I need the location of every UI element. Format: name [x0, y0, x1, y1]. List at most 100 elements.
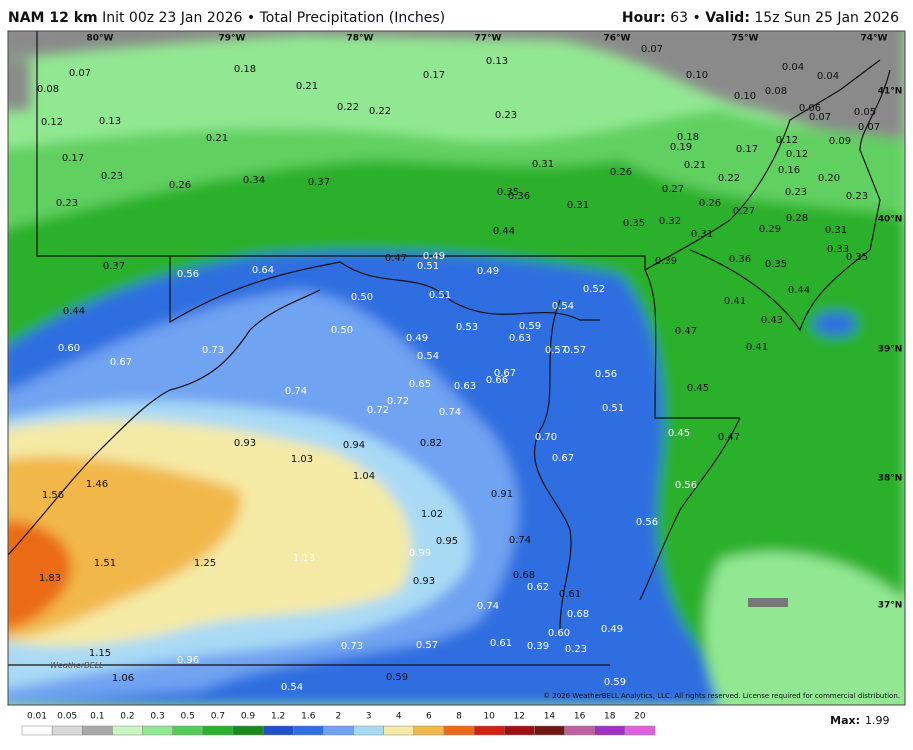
precip-value: 1.02 — [421, 509, 443, 520]
precip-value: 0.53 — [456, 322, 478, 333]
frame — [7, 30, 906, 706]
scale-label: 2 — [336, 712, 342, 722]
precip-value: 0.67 — [110, 357, 132, 368]
longitude-label: 78°W — [347, 34, 374, 44]
precip-value: 0.93 — [413, 576, 435, 587]
precip-value: 0.08 — [765, 86, 787, 97]
coast — [689, 69, 891, 332]
scale-swatch — [112, 725, 143, 736]
precip-value: 0.35 — [846, 252, 868, 263]
precip-value: 0.09 — [829, 136, 851, 147]
precip-value: 0.21 — [684, 160, 706, 171]
precip-value: 0.68 — [513, 570, 535, 581]
precip-value: 0.91 — [491, 489, 513, 500]
precip-value: 0.52 — [583, 284, 605, 295]
scale-swatch — [534, 725, 565, 736]
precip-value: 0.31 — [567, 200, 589, 211]
precip-value: 0.59 — [386, 672, 408, 683]
precip-value: 0.44 — [63, 306, 85, 317]
precip-value: 0.27 — [662, 184, 684, 195]
precip-value: 0.26 — [169, 180, 191, 191]
precip-value: 0.57 — [564, 345, 586, 356]
precip-value: 0.22 — [337, 102, 359, 113]
precip-value: 0.99 — [409, 548, 431, 559]
latitude-label: 37°N — [878, 601, 903, 611]
precip-value: 0.18 — [234, 64, 256, 75]
precip-value: 1.13 — [293, 553, 315, 564]
separator: • — [692, 10, 701, 26]
scale-label: 0.1 — [90, 712, 104, 722]
field-bands — [8, 31, 905, 705]
precip-value: 0.45 — [668, 428, 690, 439]
precip-value: 0.26 — [699, 198, 721, 209]
precip-value: 0.23 — [56, 198, 78, 209]
precip-value: 0.27 — [733, 206, 755, 217]
precip-value: 0.44 — [493, 226, 515, 237]
precip-value: 0.54 — [552, 301, 574, 312]
precip-value: 0.67 — [494, 368, 516, 379]
scale-swatch — [323, 725, 354, 736]
scale-label: 14 — [544, 712, 556, 722]
scale-label: 0.9 — [241, 712, 256, 722]
precip-value: 0.16 — [778, 165, 800, 176]
latitude-label: 39°N — [878, 345, 903, 355]
scale-label: 6 — [426, 712, 432, 722]
precip-value: 0.73 — [202, 345, 224, 356]
scale-swatch — [383, 725, 415, 736]
precip-value: 0.22 — [369, 106, 391, 117]
precip-value: 0.61 — [490, 638, 512, 649]
precip-value: 1.83 — [39, 573, 61, 584]
precip-value: 0.47 — [675, 326, 697, 337]
precip-value: 0.26 — [610, 167, 632, 178]
precip-value: 0.50 — [351, 292, 373, 303]
precip-value: 0.62 — [527, 582, 549, 593]
precip-value: 0.49 — [406, 333, 428, 344]
precip-value: 0.51 — [602, 403, 624, 414]
precip-value: 0.56 — [675, 480, 697, 491]
precip-value: 0.36 — [729, 254, 751, 265]
precip-value: 0.60 — [548, 628, 570, 639]
precip-value: 0.22 — [718, 173, 740, 184]
precip-value: 0.12 — [776, 135, 798, 146]
scale-label: 0.7 — [211, 712, 225, 722]
longitude-label: 79°W — [219, 34, 246, 44]
precip-value: 0.57 — [416, 640, 438, 651]
precip-value: 0.54 — [417, 351, 439, 362]
longitude-label: 74°W — [861, 34, 888, 44]
scale-label: 1.6 — [301, 712, 316, 722]
precip-value: 0.06 — [799, 103, 821, 114]
precip-value: 0.47 — [718, 432, 740, 443]
latitude-label: 38°N — [878, 474, 903, 484]
precip-value: 0.39 — [527, 641, 549, 652]
title: NAM 12 km Init 00z 23 Jan 2026 • Total P… — [8, 10, 445, 26]
longitude-label: 76°W — [604, 34, 631, 44]
precip-value: 1.04 — [353, 471, 375, 482]
precip-value: 0.05 — [854, 107, 876, 118]
coast — [639, 417, 741, 601]
precip-value: 0.72 — [387, 396, 409, 407]
precip-value: 0.07 — [858, 122, 880, 133]
precip-value: 0.96 — [177, 655, 199, 666]
init: Init 00z 23 Jan 2026 — [102, 10, 243, 26]
precip-value: 0.17 — [423, 70, 445, 81]
precip-value: 1.25 — [194, 558, 216, 569]
precip-value: 0.93 — [234, 438, 256, 449]
precip-value: 0.60 — [58, 343, 80, 354]
precip-value: 0.04 — [782, 62, 804, 73]
max-value: 1.99 — [865, 714, 890, 727]
state-border — [36, 31, 740, 419]
precip-value: 0.33 — [827, 244, 849, 255]
precip-value: 0.57 — [545, 345, 567, 356]
scale-label: 20 — [634, 712, 646, 722]
precip-value: 0.64 — [252, 265, 274, 276]
precip-value: 0.70 — [535, 432, 557, 443]
precip-value: 0.29 — [759, 224, 781, 235]
scale-label: 16 — [574, 712, 586, 722]
precip-value: 0.31 — [825, 225, 847, 236]
scale-swatch — [82, 725, 113, 736]
precip-value: 0.49 — [601, 624, 623, 635]
scale-label: 1.2 — [271, 712, 285, 722]
scale-swatch — [624, 725, 656, 736]
precip-value: 0.61 — [559, 589, 581, 600]
